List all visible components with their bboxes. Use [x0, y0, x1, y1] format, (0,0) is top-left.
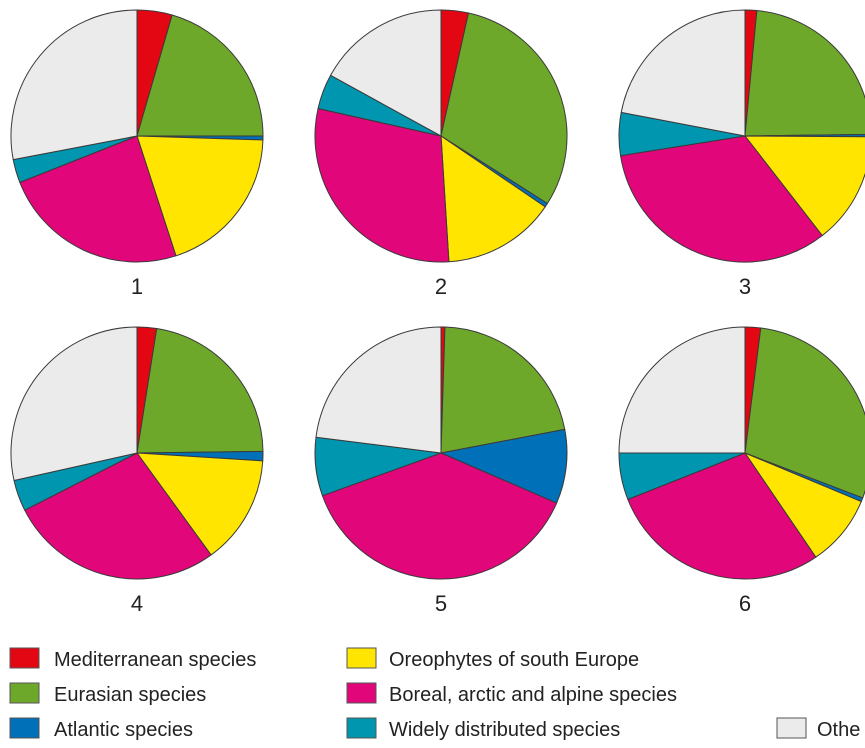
pie-4-slice-boreal [24, 452, 212, 580]
pie-1-slice-boreal [19, 135, 177, 263]
legend-swatch-eurasian [9, 682, 40, 704]
pie-3-slice-boreal [620, 135, 823, 263]
pie-5-slice-eurasian [440, 326, 566, 454]
pie-6 [618, 326, 865, 580]
pie-6-slice-boreal [627, 452, 817, 580]
legend-item-oreophytes: Oreophytes of south Europe [346, 647, 639, 671]
pie-4-slice-other [10, 326, 138, 481]
pie-1 [10, 9, 264, 263]
legend-label-other: Othe [817, 719, 860, 741]
legend-swatch-widely [346, 717, 377, 739]
pie-5-slice-boreal [321, 452, 558, 580]
legend-label-atlantic: Atlantic species [54, 719, 193, 741]
legend-item-boreal: Boreal, arctic and alpine species [346, 682, 677, 706]
pie-label-5: 5 [435, 591, 447, 616]
legend-item-atlantic: Atlantic species [9, 717, 193, 741]
pie-labels-group: 1 2 3 4 5 6 [131, 274, 751, 616]
pie-3-slice-eurasian [744, 10, 865, 137]
pie-6-slice-eurasian [744, 327, 865, 499]
pie-5-slice-other [315, 326, 442, 454]
pie-3-slice-other [620, 9, 746, 137]
pie-2-slice-boreal [314, 108, 450, 263]
legend-item-mediterranean: Mediterranean species [9, 647, 256, 671]
pie-2-slice-other [330, 9, 442, 137]
pie-2 [314, 9, 568, 263]
legend-label-oreophytes: Oreophytes of south Europe [389, 649, 639, 671]
legend-swatch-atlantic [9, 717, 40, 739]
pie-3-slice-oreophytes [744, 135, 865, 237]
pie-4 [10, 326, 264, 580]
legend-label-mediterranean: Mediterranean species [54, 649, 256, 671]
legend-swatch-boreal [346, 682, 377, 704]
pie-label-6: 6 [739, 591, 751, 616]
pie-1-slice-other [10, 9, 138, 161]
pie-3 [618, 9, 865, 263]
legend-item-other: Othe [776, 717, 860, 741]
legend: Mediterranean species Eurasian species A… [9, 647, 860, 741]
pie-label-4: 4 [131, 591, 143, 616]
legend-swatch-oreophytes [346, 647, 377, 669]
pie-4-slice-oreophytes [136, 452, 264, 556]
pie-5 [314, 326, 568, 580]
pie-1-slice-oreophytes [136, 135, 264, 257]
legend-swatch-mediterranean [9, 647, 40, 669]
pie-label-3: 3 [739, 274, 751, 299]
pie-4-slice-eurasian [136, 328, 264, 454]
pie-2-slice-oreophytes [440, 135, 546, 263]
pie-label-2: 2 [435, 274, 447, 299]
pie-label-1: 1 [131, 274, 143, 299]
pie-6-slice-other [618, 326, 746, 454]
legend-label-widely: Widely distributed species [389, 719, 620, 741]
pie-5-slice-atlantic [440, 428, 568, 504]
legend-item-eurasian: Eurasian species [9, 682, 206, 706]
legend-item-widely: Widely distributed species [346, 717, 620, 741]
pie-charts-group [10, 9, 865, 580]
legend-swatch-other [776, 717, 807, 739]
legend-label-boreal: Boreal, arctic and alpine species [389, 684, 677, 706]
pie-1-slice-eurasian [136, 14, 264, 137]
legend-label-eurasian: Eurasian species [54, 684, 206, 706]
